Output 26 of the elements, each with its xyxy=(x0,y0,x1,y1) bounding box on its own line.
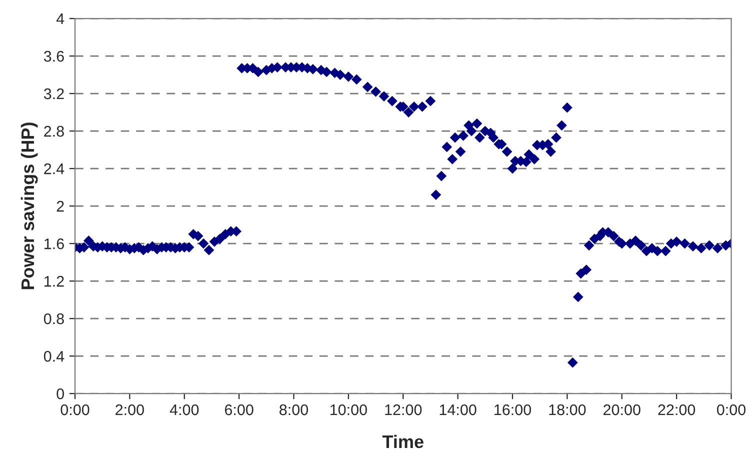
x-tick-label: 4:00 xyxy=(170,404,199,416)
y-tick-label: 2.8 xyxy=(44,126,64,137)
x-axis-title: Time xyxy=(382,434,424,448)
x-tick-label: 20:00 xyxy=(604,404,640,416)
x-tick-label: 22:00 xyxy=(658,404,696,416)
x-tick-label: 12:00 xyxy=(385,404,422,416)
x-tick-label: 0:00 xyxy=(716,404,746,416)
y-tick-label: 1.6 xyxy=(44,238,64,250)
y-tick-label: 1.2 xyxy=(44,276,64,287)
x-tick-label: 10:00 xyxy=(330,404,367,416)
x-tick-label: 8:00 xyxy=(280,404,308,416)
x-tick-label: 6:00 xyxy=(224,404,254,416)
y-tick-label: 0 xyxy=(56,388,64,400)
y-tick-label: 2.4 xyxy=(44,163,64,174)
x-tick-label: 0:00 xyxy=(60,404,90,416)
y-tick-label: 2 xyxy=(56,200,64,212)
y-tick-label: 4 xyxy=(56,14,64,24)
y-tick-label: 0.8 xyxy=(44,313,64,324)
x-tick-label: 2:00 xyxy=(116,404,144,416)
x-tick-label: 14:00 xyxy=(440,404,476,416)
x-tick-label: 18:00 xyxy=(549,404,586,416)
y-tick-label: 0.4 xyxy=(44,350,64,362)
x-tick-label: 16:00 xyxy=(494,404,532,416)
y-tick-label: 3.2 xyxy=(44,88,64,100)
y-tick-label: 3.6 xyxy=(44,50,64,62)
y-axis-title: Power savings (HP) xyxy=(20,122,38,290)
